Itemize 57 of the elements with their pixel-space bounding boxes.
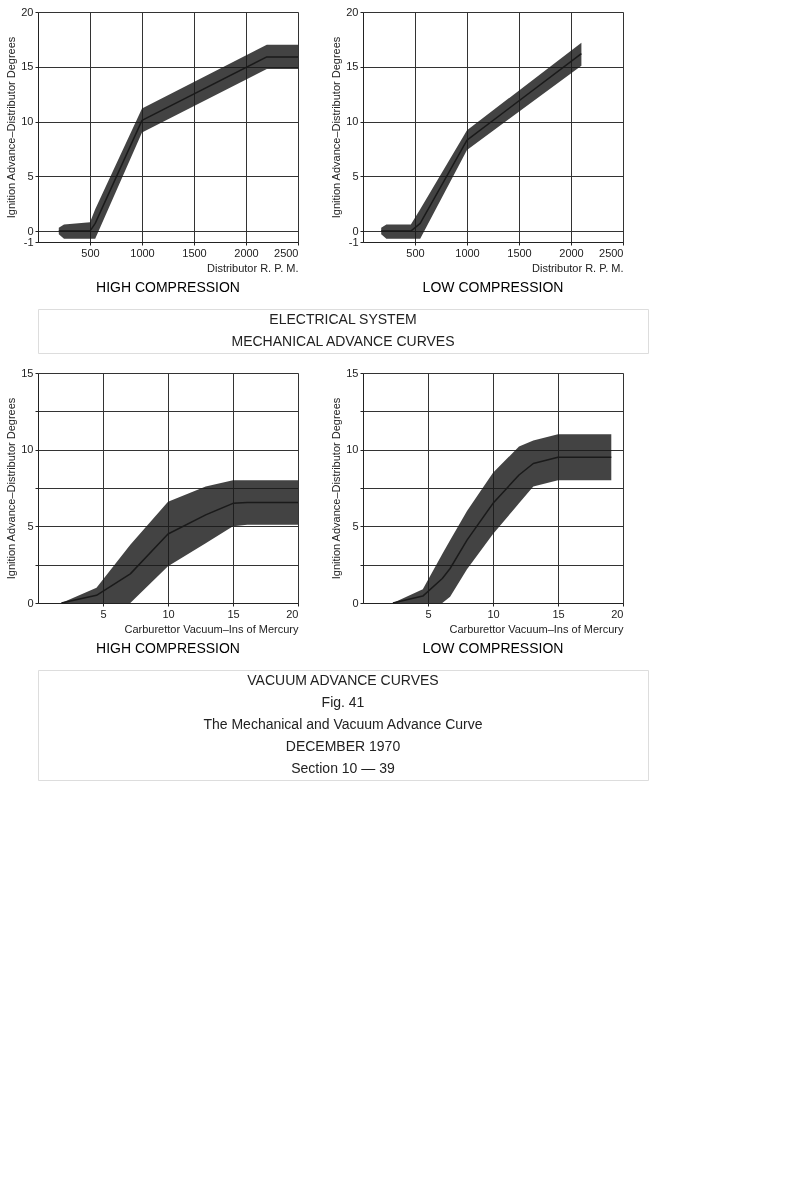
y-tick-label: 5 <box>27 519 34 532</box>
y-tick-label: 0 <box>352 224 359 237</box>
text: ELECTRICAL SYSTEM <box>269 311 417 327</box>
x-tick-label: 1500 <box>507 246 532 259</box>
x-tick-label: 2500 <box>599 246 624 259</box>
x-axis-title: Carburettor Vacuum–Ins of Mercury <box>124 622 299 635</box>
y-tick-label: 20 <box>346 5 359 18</box>
text: MECHANICAL ADVANCE CURVES <box>231 333 455 349</box>
x-axis-title: Carburettor Vacuum–Ins of Mercury <box>449 622 624 635</box>
text: LOW COMPRESSION <box>422 640 564 656</box>
x-tick-label: 15 <box>227 607 240 620</box>
y-tick-label: 10 <box>346 115 359 128</box>
x-tick-label: 1500 <box>182 246 207 259</box>
y-axis-title: Ignition Advance–Distributor Degrees <box>5 397 18 580</box>
y-tick-label: 15 <box>21 60 34 73</box>
y-tick-label: 15 <box>21 366 34 379</box>
x-axis-title: Distributor R. P. M. <box>532 261 624 274</box>
y-tick-label: 10 <box>21 443 34 456</box>
y-tick-label: 0 <box>27 224 34 237</box>
text: Section 10 — 39 <box>291 760 395 776</box>
text: VACUUM ADVANCE CURVES <box>247 672 439 688</box>
text: The Mechanical and Vacuum Advance Curve <box>203 716 483 732</box>
text: HIGH COMPRESSION <box>96 640 240 656</box>
text: DECEMBER 1970 <box>285 738 401 754</box>
y-axis-title: Ignition Advance–Distributor Degrees <box>330 36 343 219</box>
y-axis-title: Ignition Advance–Distributor Degrees <box>5 36 18 219</box>
x-tick-label: 20 <box>611 607 624 620</box>
y-tick-label: 10 <box>21 115 34 128</box>
x-tick-label: 5 <box>100 607 107 620</box>
x-tick-label: 10 <box>487 607 500 620</box>
x-tick-label: 10 <box>162 607 175 620</box>
x-tick-label: 20 <box>286 607 299 620</box>
y-tick-label: 10 <box>346 443 359 456</box>
y-tick-label: 5 <box>27 169 34 182</box>
x-tick-label: 15 <box>552 607 565 620</box>
y-tick-label: 0 <box>352 596 359 609</box>
x-tick-label: 2500 <box>274 246 299 259</box>
y-tick-label: 15 <box>346 60 359 73</box>
y-tick-label: -1 <box>23 235 34 248</box>
text: HIGH COMPRESSION <box>96 279 240 295</box>
x-tick-label: 1000 <box>455 246 480 259</box>
text: LOW COMPRESSION <box>422 279 564 295</box>
x-tick-label: 2000 <box>559 246 584 259</box>
y-tick-label: 20 <box>21 5 34 18</box>
x-tick-label: 500 <box>406 246 425 259</box>
x-axis-title: Distributor R. P. M. <box>207 261 299 274</box>
y-tick-label: 15 <box>346 366 359 379</box>
x-tick-label: 2000 <box>234 246 259 259</box>
y-tick-label: 0 <box>27 596 34 609</box>
y-tick-label: 5 <box>352 519 359 532</box>
x-tick-label: 5 <box>425 607 432 620</box>
x-tick-label: 500 <box>81 246 100 259</box>
caption: Fig. 41 <box>321 694 365 710</box>
y-tick-label: 5 <box>352 169 359 182</box>
y-tick-label: -1 <box>348 235 359 248</box>
x-tick-label: 1000 <box>130 246 155 259</box>
y-axis-title: Ignition Advance–Distributor Degrees <box>330 397 343 580</box>
